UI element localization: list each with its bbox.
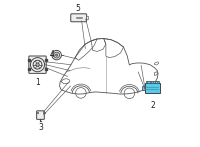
- FancyBboxPatch shape: [36, 112, 38, 113]
- FancyBboxPatch shape: [142, 86, 145, 90]
- FancyBboxPatch shape: [29, 56, 46, 73]
- FancyBboxPatch shape: [155, 81, 157, 83]
- FancyBboxPatch shape: [151, 81, 153, 83]
- FancyBboxPatch shape: [37, 111, 44, 119]
- Text: 3: 3: [38, 123, 43, 132]
- FancyBboxPatch shape: [146, 81, 159, 83]
- Text: 5: 5: [75, 4, 80, 13]
- FancyBboxPatch shape: [147, 81, 150, 83]
- Circle shape: [36, 63, 39, 66]
- Circle shape: [55, 54, 58, 56]
- Text: 2: 2: [151, 101, 155, 110]
- FancyBboxPatch shape: [86, 16, 88, 19]
- FancyBboxPatch shape: [145, 83, 160, 93]
- Circle shape: [54, 52, 60, 58]
- Text: 4: 4: [50, 50, 55, 59]
- FancyBboxPatch shape: [43, 112, 45, 113]
- Text: 1: 1: [35, 78, 40, 87]
- FancyBboxPatch shape: [71, 14, 87, 22]
